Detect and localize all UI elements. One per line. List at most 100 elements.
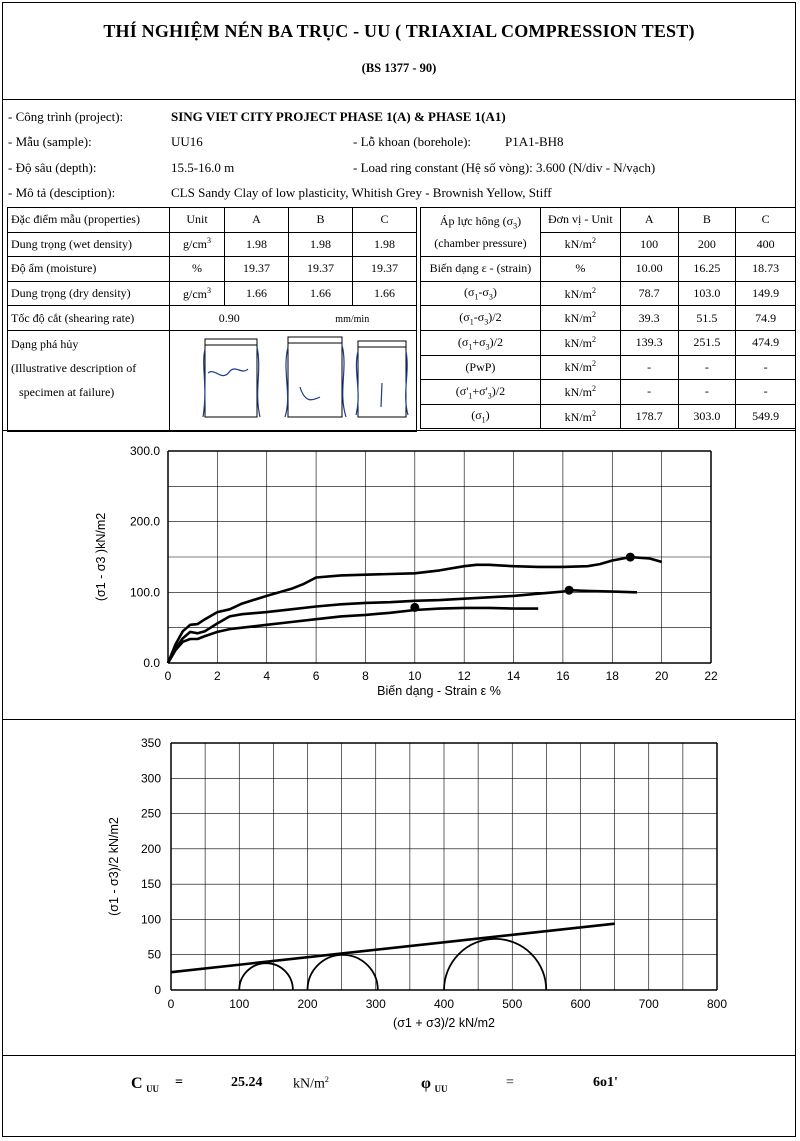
specimen-sketch (202, 336, 409, 418)
x-tick-label: 22 (704, 669, 718, 683)
mohr-circle-2 (306, 954, 379, 991)
y-tick-label: 100.0 (130, 585, 160, 599)
depth-value: 15.5-16.0 m (171, 160, 235, 175)
chamber-pressure-label: Áp lực hông (σ3) (chamber pressure) (420, 206, 541, 258)
y-tick-label: 250 (141, 807, 161, 821)
dry-density-label: Dung trọng (dry density) (6, 280, 171, 307)
borehole-value: P1A1-BH8 (505, 134, 564, 149)
effective-mean-a: - (619, 379, 679, 405)
mean-stress-b: 251.5 (677, 329, 737, 356)
dry-density-unit: g/cm3 (169, 280, 226, 307)
pwp-a: - (619, 354, 679, 381)
pwp-c: - (735, 354, 796, 381)
pwp-unit: kN/m2 (539, 354, 621, 381)
x-tick-label: 600 (570, 997, 590, 1011)
strain-a: 10.00 (619, 256, 679, 282)
properties-table: Đặc điểm mẫu (properties) Unit A B C Dun… (6, 207, 418, 432)
test-standard: (BS 1377 - 90) (361, 61, 437, 75)
x-tick-label: 200 (297, 997, 317, 1011)
x-tick-label: 10 (408, 669, 422, 683)
results-col-b: B (677, 207, 737, 233)
friction-angle-value: 6o1' (593, 1075, 618, 1090)
x-tick-label: 4 (263, 669, 270, 683)
deviator-unit: kN/m2 (539, 280, 621, 307)
borehole-label: - Lỗ khoan (borehole): (353, 134, 472, 149)
dry-density-c: 1.66 (351, 280, 418, 307)
col-a-header: A (224, 207, 289, 233)
y-tick-label: 100 (141, 912, 161, 926)
sigma1-unit: kN/m2 (539, 403, 621, 430)
chamber-pressure-unit: kN/m2 (539, 231, 621, 258)
sample-value: UU16 (171, 134, 203, 149)
strain-label: Biến dạng ε - (strain) (420, 256, 541, 282)
half-deviator-label: (σ1-σ3)/2 (420, 305, 541, 331)
wet-density-a: 1.98 (224, 231, 289, 258)
moisture-label: Độ ẩm (moisture) (6, 256, 171, 282)
mohr-circle-chart: 0 100 200 300 400 500 600 700 800 0 50 100 150 200 250… (107, 736, 727, 1030)
x-tick-label: 400 (434, 997, 454, 1011)
strain-b: 16.25 (677, 256, 737, 282)
y-tick-label: 0 (154, 983, 161, 997)
peak-point-2 (564, 585, 574, 595)
y-tick-label: 150 (141, 877, 161, 891)
deviator-label: (σ1-σ3) (420, 280, 541, 307)
cohesion-symbol: C UU (131, 1075, 160, 1094)
sigma1-a: 178.7 (619, 403, 679, 430)
strain-c: 18.73 (735, 256, 796, 282)
x-tick-label: 18 (606, 669, 620, 683)
divider (3, 430, 795, 431)
effective-mean-unit: kN/m2 (539, 379, 621, 405)
half-deviator-c: 74.9 (735, 305, 796, 331)
wet-density-c: 1.98 (351, 231, 418, 258)
results-unit-header: Đơn vị - Unit (539, 207, 621, 233)
unit-header: Unit (169, 207, 226, 233)
deviator-b: 103.0 (677, 280, 737, 307)
col-b-header: B (288, 207, 353, 233)
series-line-2 (166, 588, 638, 664)
half-deviator-unit: kN/m2 (539, 305, 621, 331)
x-tick-label: 0 (168, 997, 175, 1011)
shear-rate-label: Tốc độ cắt (shearing rate) (6, 305, 171, 331)
y-tick-label: 0.0 (143, 656, 160, 670)
x-tick-label: 800 (707, 997, 727, 1011)
stress-strain-chart: 0 2 4 6 8 10 12 14 16 18 20 22 0.0 100.0 200.0 300.0 Biế… (94, 444, 718, 698)
y-tick-label: 50 (148, 948, 162, 962)
effective-mean-b: - (677, 379, 737, 405)
cohesion-unit: kN/m2 (293, 1075, 329, 1092)
x-tick-label: 16 (556, 669, 570, 683)
report-title: THÍ NGHIỆM NÉN BA TRỤC - UU ( TRIAXIAL C… (103, 21, 695, 41)
moisture-a: 19.37 (224, 256, 289, 282)
wet-density-b: 1.98 (288, 231, 353, 258)
mohr-circle-3 (443, 938, 548, 991)
project-label: - Công trình (project): (8, 109, 124, 124)
failure-envelope (170, 922, 615, 974)
y-tick-label: 350 (141, 736, 161, 750)
divider (3, 1055, 795, 1056)
wet-density-unit: g/cm3 (169, 231, 226, 258)
friction-angle-symbol: φ UU (421, 1075, 448, 1094)
chamber-pressure-a: 100 (619, 231, 679, 258)
moisture-unit: % (169, 256, 226, 282)
wet-density-label: Dung trọng (wet density) (6, 231, 171, 258)
x-tick-label: 700 (639, 997, 659, 1011)
desc-value: CLS Sandy Clay of low plasticity, Whitis… (171, 185, 552, 200)
col-c-header: C (351, 207, 418, 233)
deviator-c: 149.9 (735, 280, 796, 307)
pwp-b: - (677, 354, 737, 381)
ring-constant: - Load ring constant (Hệ số vòng): 3.600… (353, 160, 656, 175)
x-tick-label: 6 (313, 669, 320, 683)
moisture-c: 19.37 (351, 256, 418, 282)
sigma1-c: 549.9 (735, 403, 796, 430)
x-tick-label: 500 (502, 997, 522, 1011)
depth-label: - Độ sâu (depth): (8, 160, 97, 175)
pwp-label: (PwP) (420, 354, 541, 381)
y-axis-label: (σ1 - σ3)/2 kN/m2 (107, 817, 121, 916)
failure-sketches (169, 329, 417, 432)
x-tick-label: 20 (655, 669, 669, 683)
failure-label: Dạng phá hủy (Illustrative description o… (6, 329, 171, 432)
y-tick-label: 200 (141, 842, 161, 856)
x-tick-label: 12 (458, 669, 472, 683)
x-tick-label: 0 (165, 669, 172, 683)
results-col-c: C (735, 207, 796, 233)
